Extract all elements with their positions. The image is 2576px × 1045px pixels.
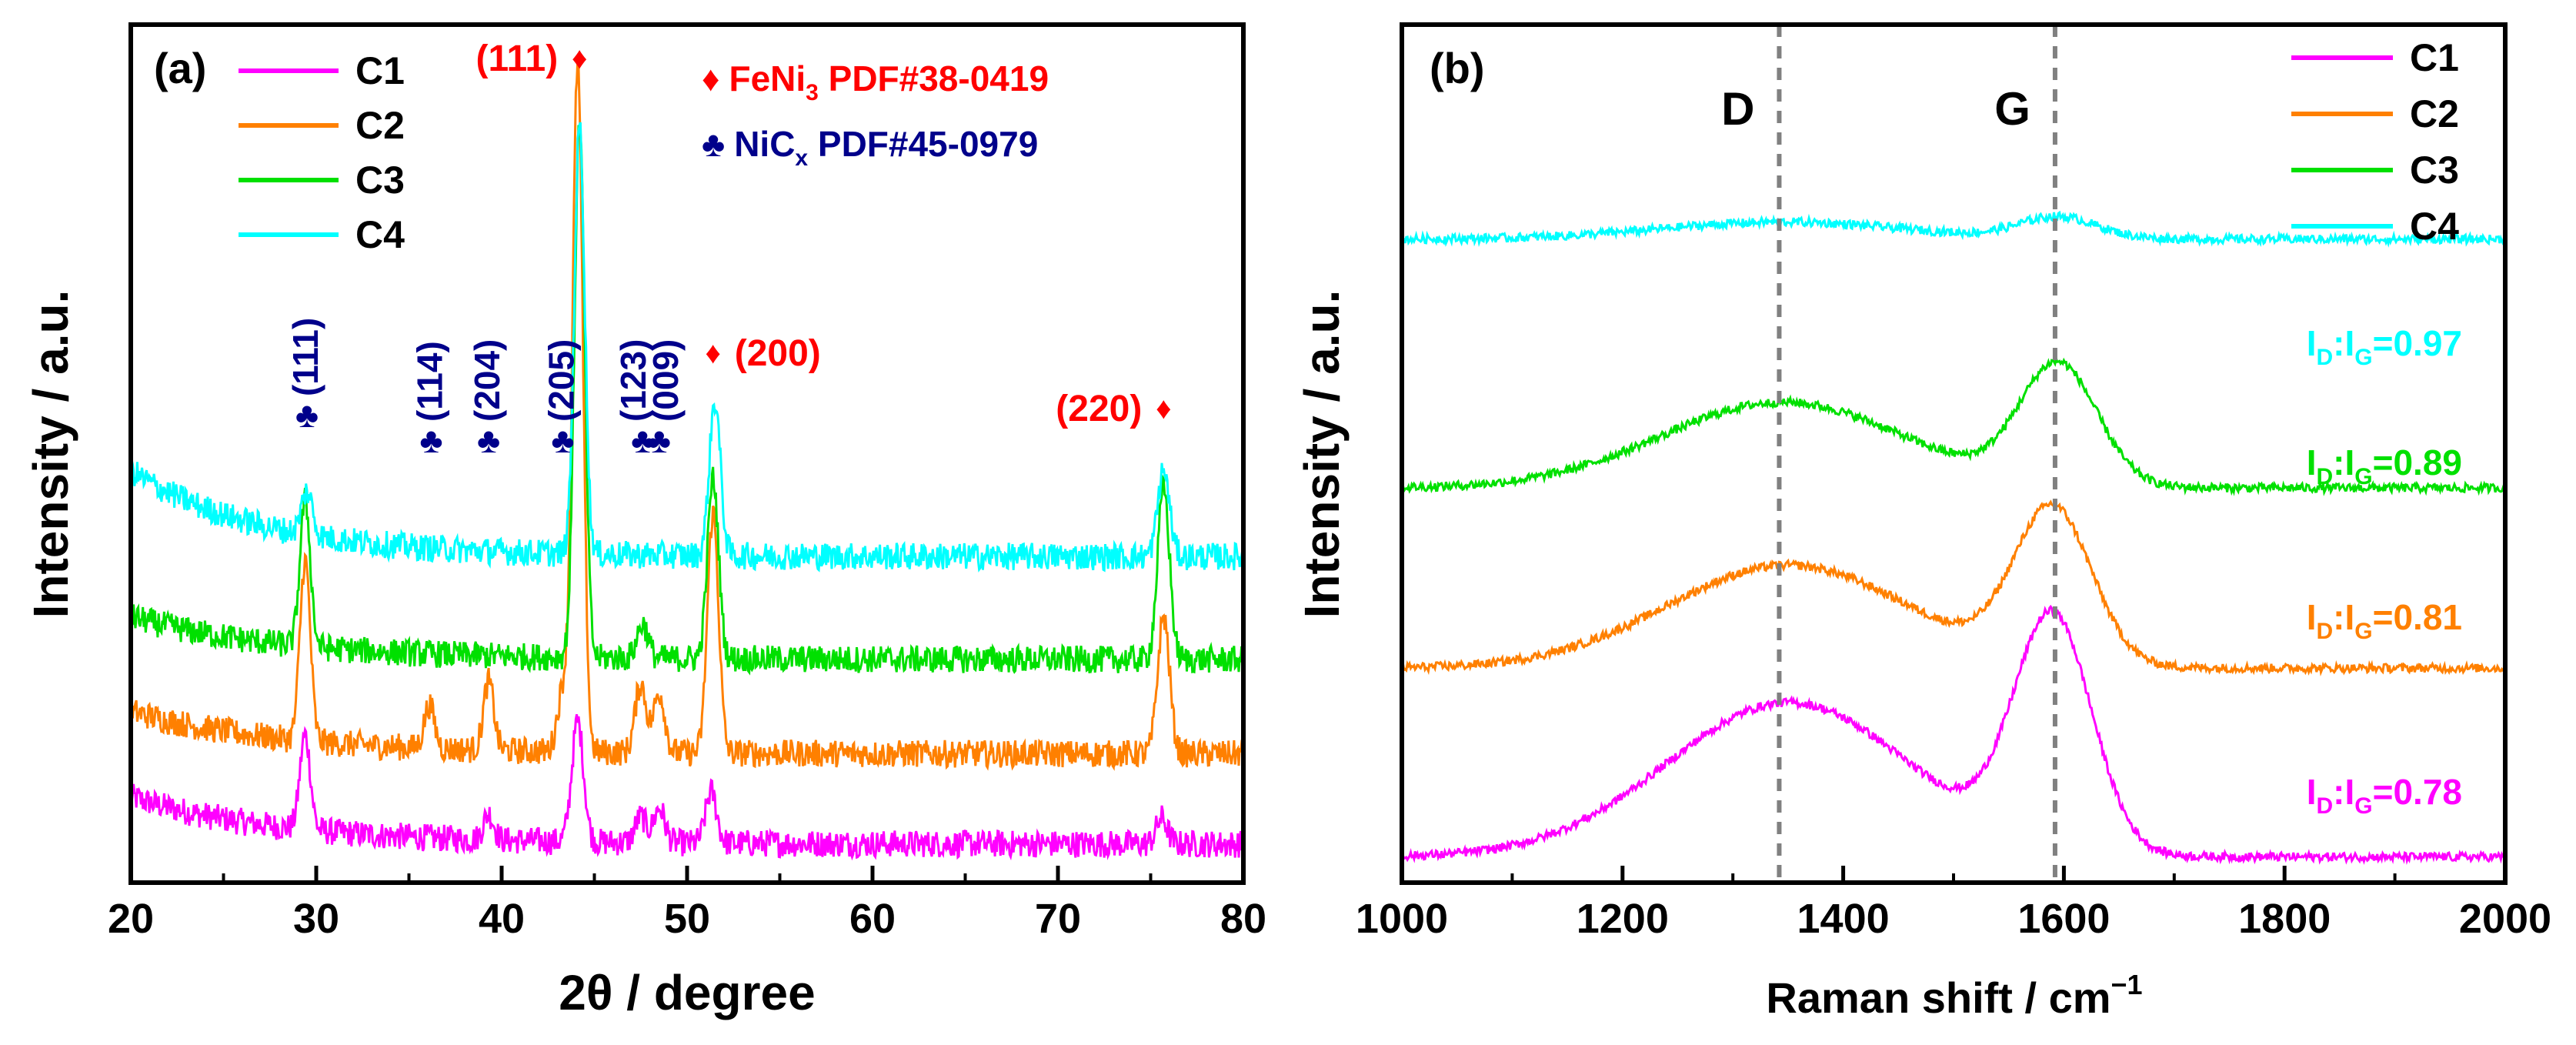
club-icon: ♣ xyxy=(702,124,725,164)
xrd-series-C3 xyxy=(129,125,1245,676)
feni3-phase-entry: ♦ FeNi3 PDF#38-0419 xyxy=(702,58,1049,105)
raman-legend-label-C4: C4 xyxy=(2410,205,2459,248)
feni3-peak-label: (220) xyxy=(1056,389,1142,429)
raman-x-tick-label: 1200 xyxy=(1577,896,1669,942)
raman-ratio-label-C2: ID:IG=0.81 xyxy=(2307,597,2462,644)
xrd-x-tick-label: 50 xyxy=(664,896,710,942)
xrd-panel: 20 30 40 50 60 70 80 ♦(111)♦ (200)♦(220)♣(111)♣… xyxy=(23,22,1266,1020)
nicx-phase-entry: ♣ NiCx PDF#45-0979 xyxy=(702,124,1038,171)
xrd-legend-label-C1: C1 xyxy=(355,49,405,92)
club-icon: ♣ xyxy=(295,395,319,435)
raman-series-C2 xyxy=(1400,499,2507,676)
xrd-x-tick-label: 70 xyxy=(1035,896,1081,942)
raman-ratio-label-C1: ID:IG=0.78 xyxy=(2307,772,2462,819)
xrd-legend-label-C3: C3 xyxy=(355,159,405,202)
xrd-legend-label-C4: C4 xyxy=(355,213,405,256)
raman-legend-label-C3: C3 xyxy=(2410,149,2459,192)
xrd-series-C2 xyxy=(129,58,1245,771)
xrd-series-C1 xyxy=(129,714,1245,861)
raman-band-label-D: D xyxy=(1721,83,1754,135)
raman-series-C4 xyxy=(1400,210,2506,248)
diamond-icon: ♦ xyxy=(572,42,587,75)
raman-x-tick-label: 1000 xyxy=(1356,896,1448,942)
diamond-icon: ♦ xyxy=(706,336,721,370)
raman-legend: C1 C2 C3 C4 xyxy=(2291,36,2459,248)
club-icon: ♣ xyxy=(477,420,500,460)
raman-x-axis-label: Raman shift / cm−1 xyxy=(1766,969,2142,1022)
raman-x-tick-label: 1800 xyxy=(2238,896,2331,942)
nicx-peak-label: (111) xyxy=(285,318,325,396)
raman-x-tick-label: 1600 xyxy=(2017,896,2110,942)
nicx-peak-label: (009) xyxy=(646,339,686,422)
raman-series-group xyxy=(1400,210,2507,866)
xrd-x-tick-label: 30 xyxy=(293,896,339,942)
xrd-x-axis-label: 2θ / degree xyxy=(559,965,815,1020)
raman-legend-label-C2: C2 xyxy=(2410,92,2459,135)
raman-legend-label-C1: C1 xyxy=(2410,36,2459,79)
xrd-series-C4 xyxy=(129,122,1245,573)
xrd-x-tick-label: 60 xyxy=(849,896,896,942)
xrd-x-tick-label: 40 xyxy=(479,896,525,942)
nicx-peak-label: (123) xyxy=(613,339,653,422)
xrd-x-ticks: 20 30 40 50 60 70 80 xyxy=(108,866,1266,942)
xrd-legend: C1 C2 C3 C4 xyxy=(239,49,405,256)
raman-ratio-label-C4: ID:IG=0.97 xyxy=(2307,323,2462,370)
xrd-x-tick-label: 20 xyxy=(108,896,154,942)
xrd-legend-label-C2: C2 xyxy=(355,104,405,147)
feni3-peak-label: (111) xyxy=(475,38,558,79)
xrd-panel-label: (a) xyxy=(154,44,206,92)
xrd-x-tick-label: 80 xyxy=(1220,896,1266,942)
club-icon: ♣ xyxy=(631,420,654,460)
club-icon: ♣ xyxy=(648,420,671,460)
nicx-peak-label: (204) xyxy=(467,339,507,422)
raman-series-C3 xyxy=(1400,354,2507,496)
raman-x-tick-label: 1400 xyxy=(1797,896,1890,942)
raman-y-axis-label: Intensity / a.u. xyxy=(1294,290,1350,619)
raman-x-ticks: 1000 1200 1400 1600 1800 2000 xyxy=(1356,866,2551,942)
nicx-peak-label: (205) xyxy=(542,339,582,422)
raman-series-C1 xyxy=(1400,604,2507,866)
raman-x-tick-label: 2000 xyxy=(2459,896,2551,942)
xrd-series-group xyxy=(129,58,1245,861)
diamond-icon: ♦ xyxy=(702,58,719,98)
club-icon: ♣ xyxy=(551,420,574,460)
nicx-peak-label: (114) xyxy=(409,341,449,422)
feni3-peak-label: (200) xyxy=(735,333,821,374)
diamond-icon: ♦ xyxy=(1156,392,1171,426)
raman-ratio-labels: ID:IG=0.78 ID:IG=0.81 ID:IG=0.89 ID:IG=0.97 xyxy=(2307,323,2462,819)
raman-panel-label: (b) xyxy=(1430,44,1485,92)
xrd-peak-annotations: ♦(111)♦ (200)♦(220)♣(111)♣(114)♣(204)♣(20… xyxy=(285,38,1172,460)
raman-ratio-label-C3: ID:IG=0.89 xyxy=(2307,442,2462,489)
xrd-y-axis-label: Intensity / a.u. xyxy=(23,290,78,619)
raman-band-label-G: G xyxy=(1994,83,2030,135)
club-icon: ♣ xyxy=(419,420,442,460)
xrd-phase-legend: ♦ FeNi3 PDF#38-0419 ♣ NiCx PDF#45-0979 xyxy=(702,58,1049,171)
